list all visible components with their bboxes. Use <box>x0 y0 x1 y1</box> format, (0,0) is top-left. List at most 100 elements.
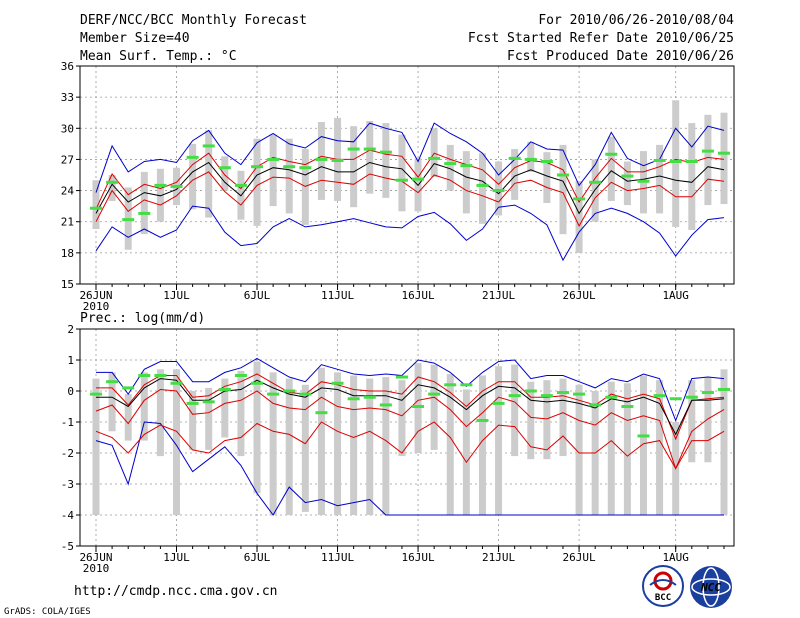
observed-marker <box>299 166 312 170</box>
observed-marker <box>428 392 441 396</box>
spread-box <box>108 372 116 432</box>
x-tick-label: 26JUL <box>563 551 596 564</box>
spread-box <box>382 377 390 515</box>
spread-box <box>656 380 664 515</box>
observed-marker <box>701 391 714 395</box>
plot-frame <box>79 328 735 547</box>
observed-marker <box>283 165 296 169</box>
bcc-logo-text: BCC <box>655 593 671 603</box>
observed-marker <box>379 150 392 154</box>
spread-box <box>317 367 325 515</box>
observed-marker <box>718 387 730 391</box>
observed-marker <box>476 418 489 422</box>
spread-box <box>527 141 535 172</box>
observed-marker <box>524 157 537 161</box>
spread-box <box>495 161 503 216</box>
spread-box <box>543 152 551 204</box>
spread-box <box>720 112 728 205</box>
observed-marker <box>106 380 119 384</box>
spread-box <box>156 168 164 222</box>
observed-marker <box>556 173 569 177</box>
spread-box <box>350 375 358 515</box>
upper-line <box>95 149 725 210</box>
spread-box <box>720 369 728 515</box>
spread-box <box>124 394 132 441</box>
observed-marker <box>106 180 119 184</box>
member-size: Member Size=40 <box>80 31 190 46</box>
observed-marker <box>90 206 102 210</box>
spread-box <box>301 384 309 512</box>
spread-box <box>382 123 390 198</box>
observed-marker <box>476 183 489 187</box>
observed-marker <box>669 160 682 164</box>
spread-box <box>140 171 148 235</box>
lower2-line <box>95 421 725 470</box>
forecast-produced-date: Fcst Produced Date 2010/06/26 <box>507 49 734 64</box>
spread-box <box>446 373 454 515</box>
observed-marker <box>444 162 457 166</box>
source-url[interactable]: http://cmdp.ncc.cma.gov.cn <box>74 584 278 599</box>
upper-line <box>96 373 725 441</box>
spread-box <box>156 369 164 457</box>
observed-marker <box>122 386 135 390</box>
x-tick-label: 1AUG <box>662 289 689 302</box>
spread-box <box>366 121 374 194</box>
observed-marker <box>251 165 264 169</box>
spread-box <box>205 130 213 218</box>
observed-marker <box>186 155 199 159</box>
spread-box <box>237 370 245 457</box>
spread-box <box>543 380 551 460</box>
bcc-logo: BCC <box>642 565 684 607</box>
spread-box <box>495 366 503 515</box>
spread-box <box>285 378 293 515</box>
observed-marker <box>605 395 618 399</box>
min-line <box>95 421 724 516</box>
x-tick-label: 26JUN <box>79 289 112 302</box>
observed-marker <box>170 184 183 188</box>
observed-marker <box>315 157 328 161</box>
x-tick-label: 11JUL <box>321 551 354 564</box>
spread-box <box>704 377 712 463</box>
observed-marker <box>379 403 392 407</box>
ensemble-mean-line <box>95 161 725 215</box>
spread-box <box>511 149 519 200</box>
spread-box <box>317 122 325 200</box>
observed-marker <box>492 401 505 405</box>
spread-box <box>623 161 631 206</box>
observed-marker <box>122 218 135 222</box>
x-tick-label: 1AUG <box>662 551 689 564</box>
observed-marker <box>186 401 199 405</box>
spread-box <box>140 372 148 441</box>
observed-marker <box>90 392 102 396</box>
observed-marker <box>556 391 569 395</box>
spread-box <box>462 151 470 214</box>
observed-marker <box>331 158 344 162</box>
y-tick-label: 0 <box>67 385 74 398</box>
x-tick-label: 26JUN <box>79 551 112 564</box>
observed-marker <box>637 179 650 183</box>
spread-box <box>704 114 712 206</box>
observed-marker <box>218 166 231 170</box>
observed-marker <box>138 211 151 215</box>
spread-box <box>205 387 213 450</box>
x-tick-label: 1JUL <box>163 289 190 302</box>
observed-marker <box>492 189 505 193</box>
y-tick-label: -1 <box>61 416 74 429</box>
spread-box <box>285 138 293 214</box>
spread-box <box>253 361 261 494</box>
y-tick-label: -3 <box>61 478 74 491</box>
observed-marker <box>428 156 441 160</box>
observed-marker <box>412 177 425 181</box>
x-tick-label: 11JUL <box>321 289 354 302</box>
spread-box <box>414 363 422 453</box>
observed-marker <box>395 375 408 379</box>
observed-marker <box>395 178 408 182</box>
spread-box <box>591 159 599 222</box>
y-tick-label: 30 <box>61 122 74 135</box>
observed-marker <box>412 405 425 408</box>
spread-box <box>221 378 229 438</box>
spread-box <box>189 391 197 450</box>
ncc-logo-text: NCC <box>700 581 721 594</box>
